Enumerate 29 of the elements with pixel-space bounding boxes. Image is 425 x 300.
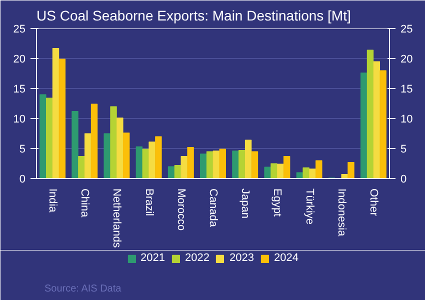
legend-label: 2021 <box>140 252 166 264</box>
chart-title: US Coal Seaborne Exports: Main Destinations [Mt] <box>36 8 351 24</box>
x-tick-label: Netherlands <box>110 188 123 248</box>
legend-label: 2023 <box>230 252 254 264</box>
y2-tick-label: 10 <box>400 114 413 126</box>
legend-label: 2024 <box>274 252 298 264</box>
y2-tick-label: 25 <box>400 24 413 36</box>
y-tick-label: 10 <box>13 114 26 126</box>
legend-label: 2022 <box>185 252 210 264</box>
x-tick-label: Other <box>367 188 380 216</box>
x-tick-label: Egypt <box>271 188 284 217</box>
x-tick-label: Indonesia <box>335 188 348 238</box>
y2-tick-label: 0 <box>400 174 407 186</box>
x-tick-label: Canada <box>207 188 219 228</box>
y-tick-label: 15 <box>13 84 26 96</box>
x-tick-label: Brazil <box>142 188 155 216</box>
y-tick-label: 0 <box>19 174 26 186</box>
y2-tick-label: 20 <box>400 54 413 66</box>
y2-tick-label: 5 <box>400 144 407 156</box>
y2-tick-label: 15 <box>400 84 413 96</box>
y-tick-label: 25 <box>13 24 26 36</box>
x-tick-label: Morocco <box>174 188 187 231</box>
y-tick-label: 5 <box>19 144 26 156</box>
x-tick-label: India <box>46 188 59 214</box>
source-note: Source: AIS Data <box>44 284 122 294</box>
y-tick-label: 20 <box>13 54 26 66</box>
x-tick-label: Türkiye <box>303 188 316 225</box>
x-tick-label: China <box>78 188 91 218</box>
x-tick-label: Japan <box>239 188 252 218</box>
